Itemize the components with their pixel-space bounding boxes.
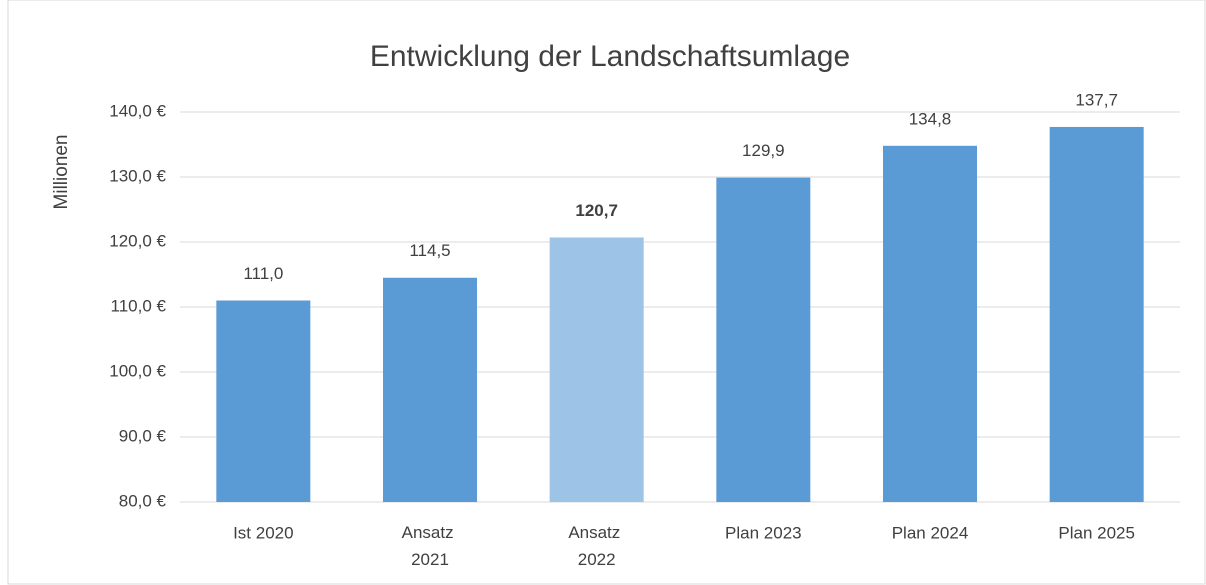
y-tick-label: 130,0 € xyxy=(109,166,166,185)
x-tick-label: Ansatz 2021 xyxy=(402,523,459,569)
value-label: 134,8 xyxy=(909,109,952,128)
y-axis-title: Millionen xyxy=(51,135,72,210)
y-tick-label: 100,0 € xyxy=(109,361,166,380)
x-tick-label: Ansatz 2022 xyxy=(568,523,625,569)
bar xyxy=(549,237,644,502)
bar xyxy=(716,177,811,502)
x-tick-label: Plan 2025 xyxy=(1058,523,1135,542)
y-tick-label: 110,0 € xyxy=(111,296,167,315)
y-tick-label: 80,0 € xyxy=(119,491,167,510)
value-label: 111,0 xyxy=(243,264,283,283)
value-label: 114,5 xyxy=(409,241,450,260)
bar xyxy=(883,145,977,503)
x-tick-label: Ist 2020 xyxy=(233,523,294,542)
x-tick-label: Plan 2023 xyxy=(725,523,802,542)
y-tick-label: 90,0 € xyxy=(119,426,167,445)
value-label: 120,7 xyxy=(575,201,618,220)
bar xyxy=(1049,126,1144,502)
value-label: 129,9 xyxy=(742,141,785,160)
y-tick-label: 140,0 € xyxy=(109,101,166,120)
chart-title: Entwicklung der Landschaftsumlage xyxy=(370,40,850,73)
bar xyxy=(383,277,477,502)
value-label: 137,7 xyxy=(1075,90,1118,109)
x-tick-label: Plan 2024 xyxy=(892,523,969,542)
bar xyxy=(216,300,311,502)
y-tick-label: 120,0 € xyxy=(109,231,166,250)
